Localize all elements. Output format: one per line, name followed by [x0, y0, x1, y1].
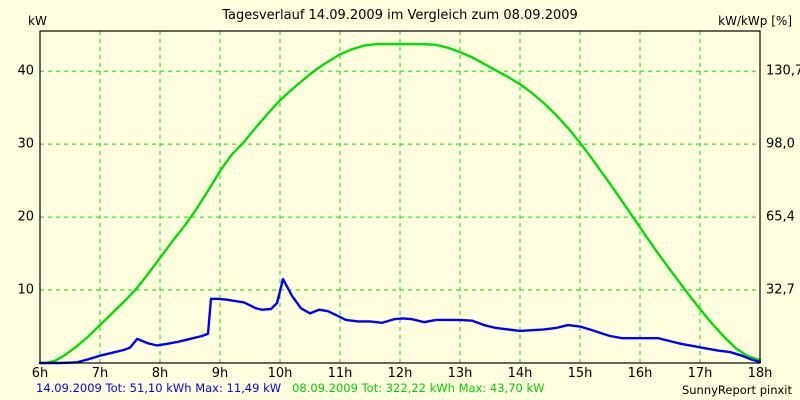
y-axis-right-tick-label: 98,0: [766, 136, 795, 152]
y-axis-unit-left: kW: [28, 14, 47, 28]
report-credit: SunnyReport pinxit: [681, 383, 792, 397]
legend-footer: 14.09.2009 Tot: 51,10 kWh Max: 11,49 kW …: [36, 381, 545, 395]
legend-entry-blue: 14.09.2009 Tot: 51,10 kWh Max: 11,49 kW: [36, 381, 282, 395]
x-axis-tick-label: 9h: [211, 366, 229, 381]
y-axis-left-tick-label: 30: [17, 136, 34, 152]
y-axis-unit-right: kW/kWp [%]: [718, 14, 792, 28]
x-axis-tick-label: 12h: [387, 366, 413, 381]
y-axis-right-tick-label: 32,7: [766, 282, 795, 298]
x-axis-tick-label: 10h: [267, 366, 293, 381]
x-axis-tick-label: 14h: [507, 366, 533, 381]
data-series-line: [38, 277, 762, 365]
y-axis-right-tick-label: 65,4: [766, 209, 795, 225]
y-axis-left-tick-label: 40: [17, 63, 34, 79]
y-axis-left-tick-label: 20: [17, 209, 34, 225]
data-series-layer: [38, 42, 762, 365]
grid-lines: [40, 31, 761, 363]
data-series-line: [38, 42, 762, 365]
x-axis-tick-label: 7h: [91, 366, 109, 381]
y-axis-left-tick-label: 10: [17, 282, 34, 298]
plot-background: [40, 31, 760, 363]
legend-entry-green: 08.09.2009 Tot: 322,22 kWh Max: 43,70 kW: [292, 381, 545, 395]
plot-frame: [39, 30, 761, 364]
x-axis-tick-label: 6h: [31, 366, 49, 381]
x-axis-tick-label: 16h: [627, 366, 653, 381]
x-axis-tick-label: 15h: [567, 366, 593, 381]
x-axis-tick-label: 13h: [447, 366, 473, 381]
x-axis-tick-label: 11h: [327, 366, 353, 381]
chart-title: Tagesverlauf 14.09.2009 im Vergleich zum…: [222, 8, 578, 23]
y-axis-right-tick-label: 130,7: [766, 63, 800, 79]
x-axis-tick-label: 17h: [687, 366, 713, 381]
x-axis-tick-label: 8h: [151, 366, 169, 381]
x-axis-tick-label: 18h: [747, 366, 773, 381]
